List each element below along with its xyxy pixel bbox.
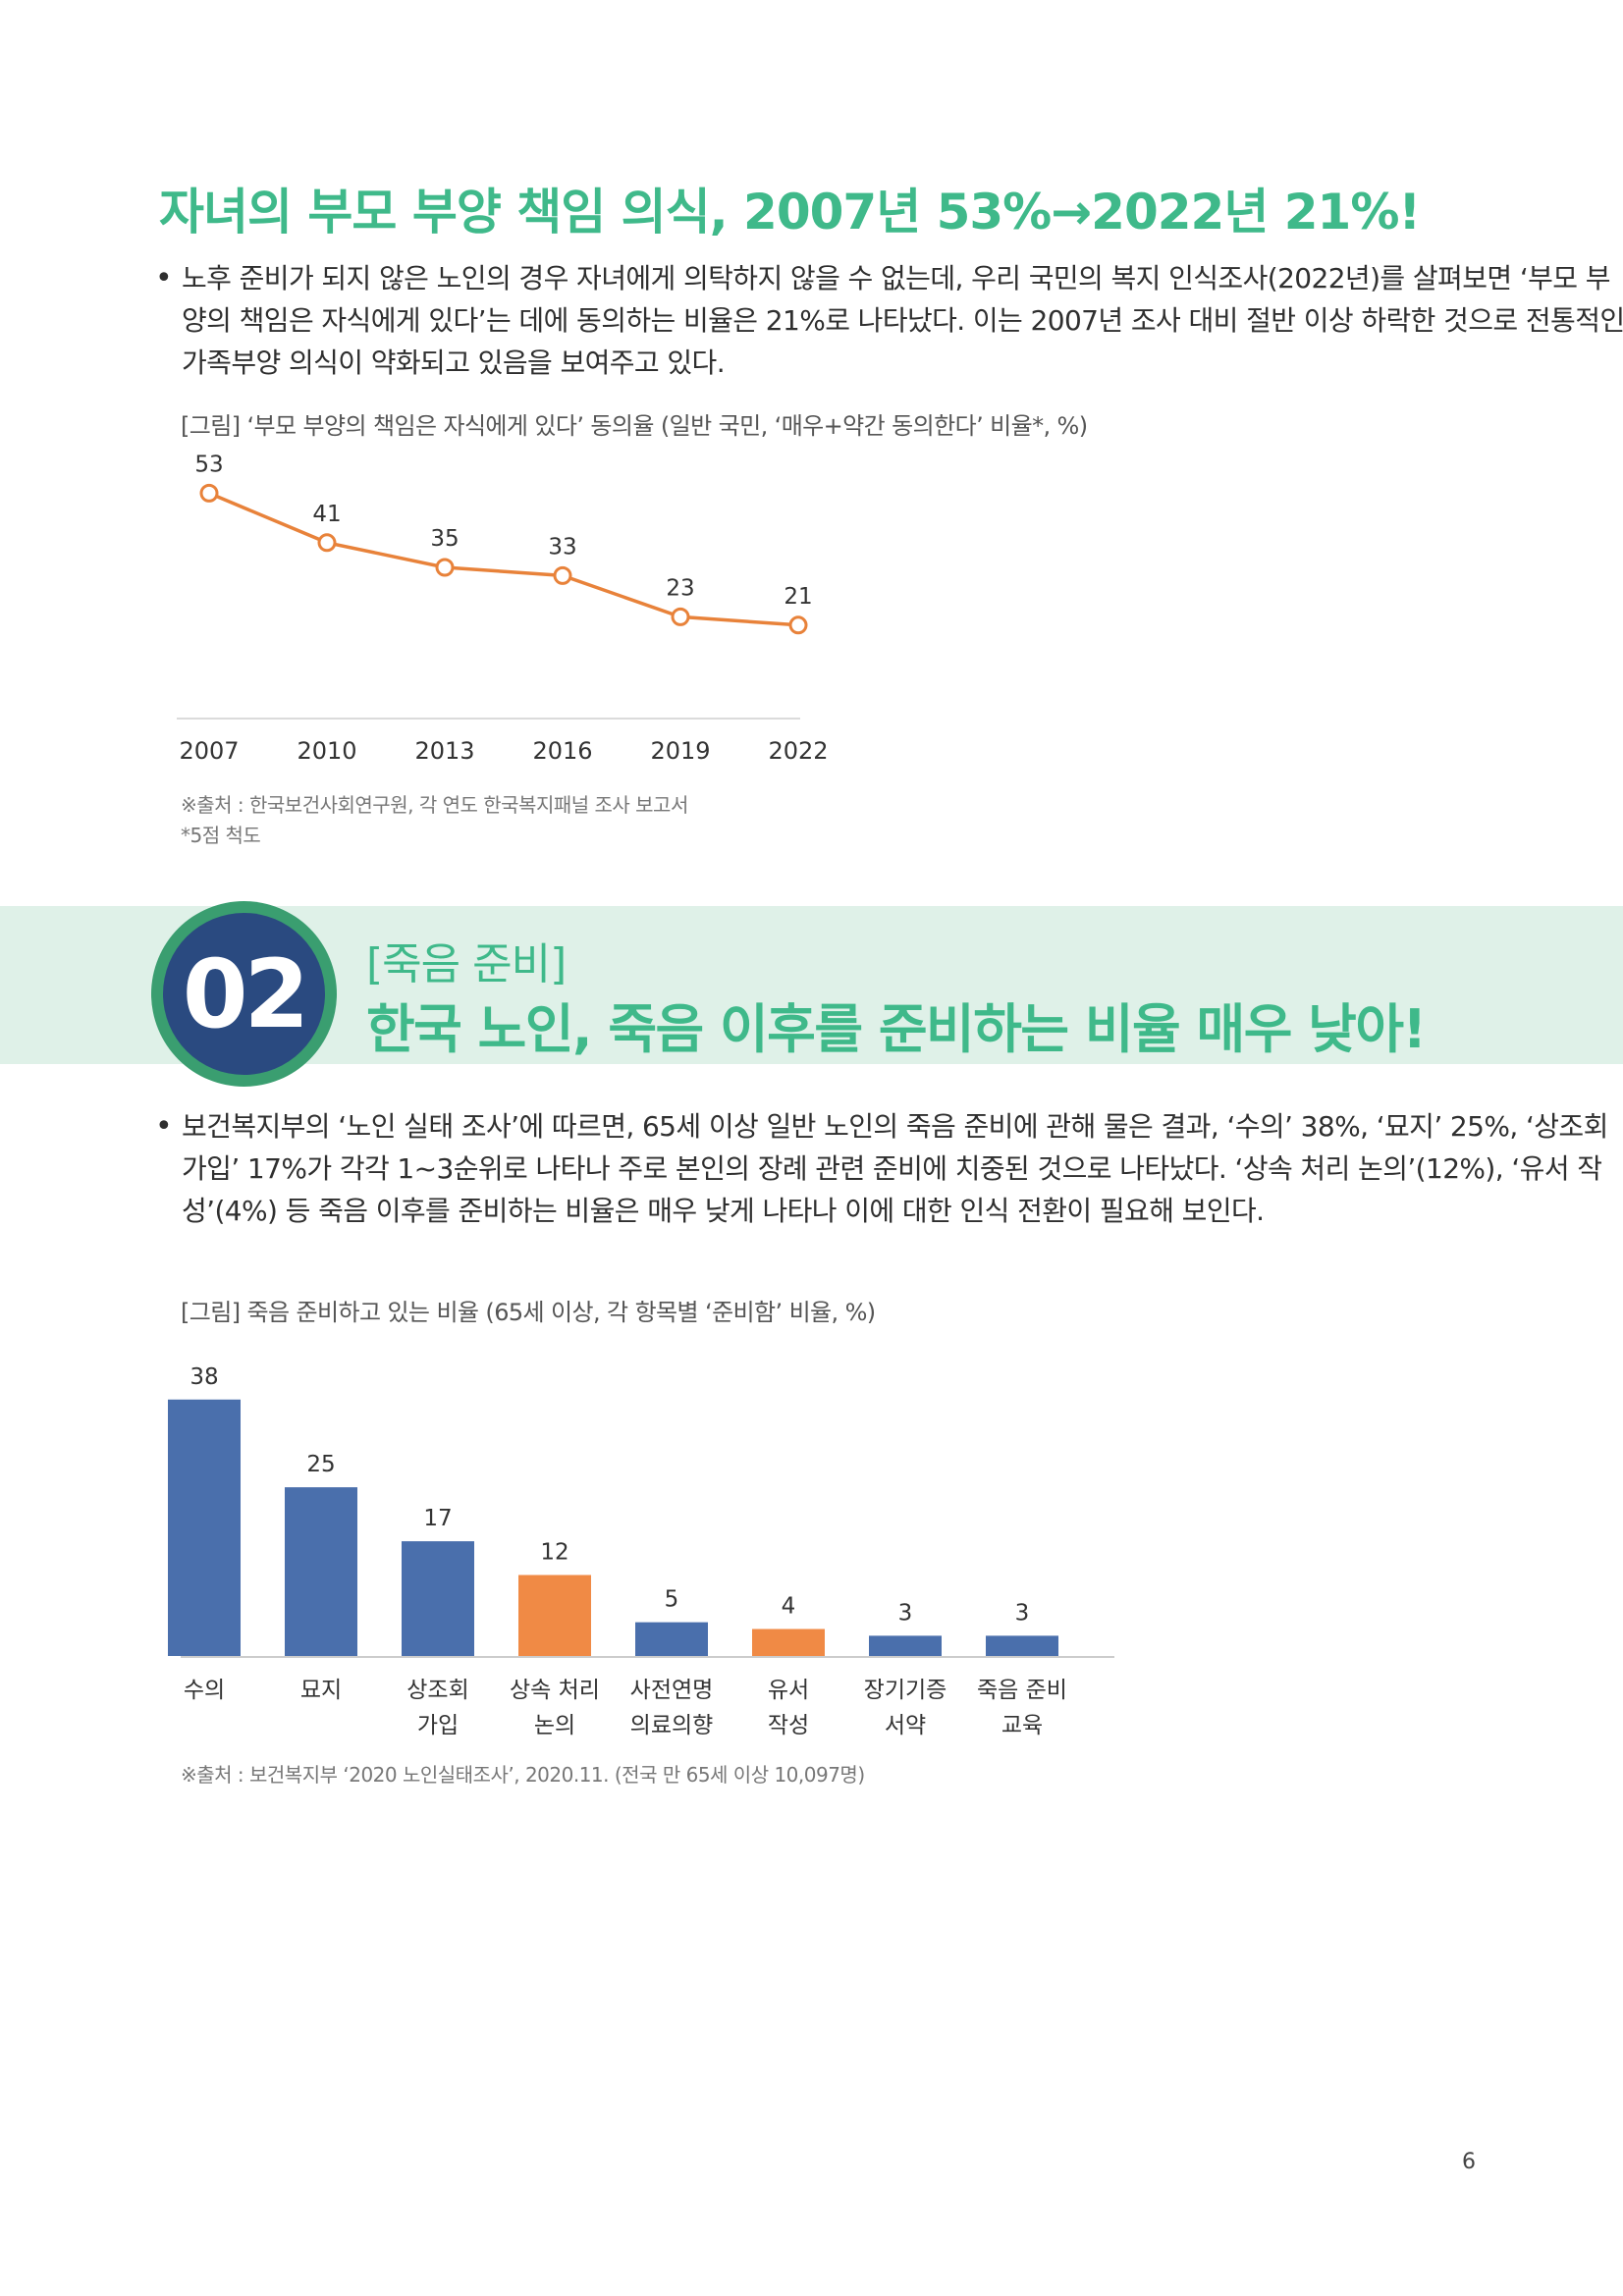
data-label: 21 <box>784 584 812 610</box>
data-label: 35 <box>430 526 459 552</box>
section2-title: 한국 노인, 죽음 이후를 준비하는 비율 매우 낮아! <box>366 998 1427 1060</box>
section2-subtitle: [죽음 준비] <box>366 939 567 989</box>
section2-paragraph: 보건복지부의 ‘노인 실태 조사’에 따르면, 65세 이상 일반 노인의 죽음… <box>182 1110 1608 1227</box>
bar <box>402 1541 474 1656</box>
x-tick-label: 사전연명 <box>630 1678 714 1703</box>
page-number: 6 <box>1462 2150 1476 2174</box>
data-label: 12 <box>540 1540 568 1566</box>
x-tick-label: 2022 <box>768 737 828 765</box>
data-label: 25 <box>306 1452 335 1477</box>
x-tick-label: 가입 <box>417 1713 459 1738</box>
x-tick-label: 죽음 준비 <box>977 1678 1067 1703</box>
data-label: 53 <box>194 452 223 477</box>
data-point <box>671 607 690 626</box>
bar <box>518 1575 591 1656</box>
figure1-caption: [그림] ‘부모 부양의 책임은 자식에게 있다’ 동의율 (일반 국민, ‘매… <box>181 412 1088 440</box>
x-tick-label: 2019 <box>650 737 710 765</box>
data-label: 17 <box>423 1506 452 1531</box>
data-point <box>788 615 808 635</box>
x-tick-label: 상조회 <box>406 1678 468 1703</box>
bar <box>168 1399 241 1656</box>
x-tick-label: 의료의향 <box>630 1713 714 1738</box>
data-label: 38 <box>189 1364 218 1390</box>
bullet-marker: • <box>155 261 173 295</box>
series-line <box>208 491 799 627</box>
data-label: 3 <box>898 1600 913 1626</box>
bar <box>869 1635 942 1656</box>
section1-title: 자녀의 부모 부양 책임 의식, 2007년 53%→2022년 21%! <box>159 184 1421 240</box>
x-tick-label: 논의 <box>534 1713 575 1738</box>
bullet-marker: • <box>155 1109 173 1144</box>
data-label: 5 <box>665 1587 679 1613</box>
data-label: 41 <box>312 502 341 527</box>
x-tick-label: 2016 <box>532 737 592 765</box>
bar <box>285 1487 357 1656</box>
x-tick-label: 유서 <box>768 1678 809 1703</box>
line-chart: 53 2007 41 2010 35 2013 33 2016 23 2019 21 2022 <box>177 452 829 765</box>
bar <box>752 1629 825 1656</box>
section1-paragraph: 노후 준비가 되지 않은 노인의 경우 자녀에게 의탁하지 않을 수 없는데, … <box>182 262 1623 379</box>
x-tick-label: 2013 <box>414 737 474 765</box>
data-label: 23 <box>666 575 694 601</box>
x-tick-label: 묘지 <box>300 1678 342 1703</box>
data-point <box>317 533 337 553</box>
x-tick-label: 서약 <box>885 1713 926 1738</box>
figure2-source: ※출처 : 보건복지부 ‘2020 노인실태조사’, 2020.11. (전국 … <box>181 1763 865 1787</box>
data-label: 4 <box>782 1594 796 1620</box>
x-tick-label: 작성 <box>768 1713 809 1738</box>
x-tick-label: 2007 <box>179 737 239 765</box>
x-tick-label: 장기기증 <box>864 1678 947 1703</box>
bar <box>635 1622 708 1656</box>
x-tick-label: 교육 <box>1001 1713 1043 1738</box>
figure1-note: *5점 척도 <box>181 824 261 847</box>
x-tick-label: 수의 <box>184 1678 225 1703</box>
figure2-caption: [그림] 죽음 준비하고 있는 비율 (65세 이상, 각 항목별 ‘준비함’ … <box>181 1299 876 1326</box>
data-label: 3 <box>1015 1600 1030 1626</box>
x-tick-label: 상속 처리 <box>510 1678 600 1703</box>
data-point <box>553 565 572 585</box>
data-label: 33 <box>548 534 576 560</box>
section-number-badge: 02 <box>163 913 325 1075</box>
figure1-source: ※출처 : 한국보건사회연구원, 각 연도 한국복지패널 조사 보고서 <box>181 793 688 817</box>
data-point <box>435 558 455 577</box>
x-tick-label: 2010 <box>297 737 356 765</box>
data-point <box>199 483 219 503</box>
bar <box>986 1635 1058 1656</box>
